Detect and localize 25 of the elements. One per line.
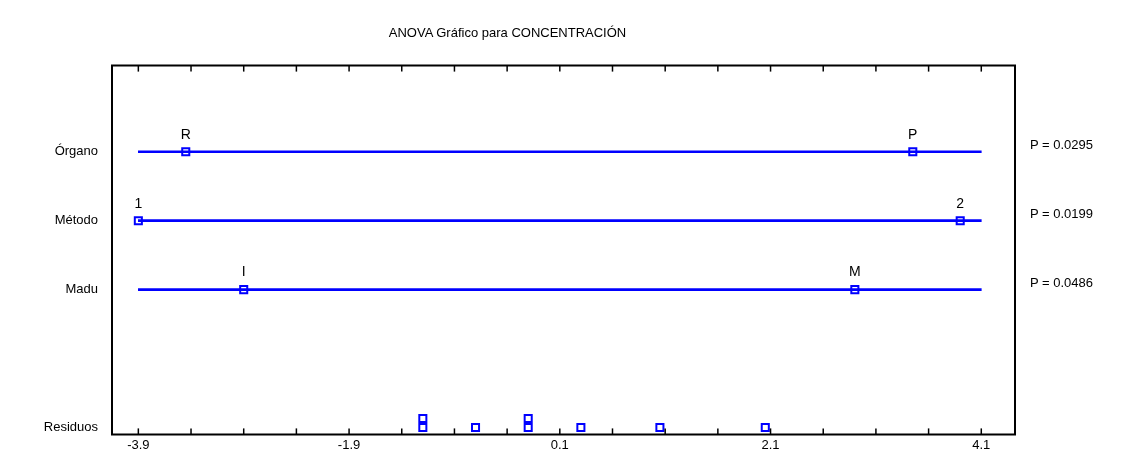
point <box>470 422 481 433</box>
annotation: P <box>908 125 918 142</box>
y-tick-label: Método <box>54 212 98 228</box>
y-tick-label: Órgano <box>54 143 98 159</box>
point <box>760 422 770 433</box>
point <box>576 422 586 433</box>
x-tick-label: -3.9 <box>127 436 150 452</box>
annotation: R <box>180 125 191 142</box>
point <box>523 422 533 433</box>
x-tick-label: 0.1 <box>550 436 569 452</box>
y-tick-label: Residuos <box>43 419 99 435</box>
chart-title: ANOVA Gráfico para CONCENTRACIÓN <box>388 25 627 41</box>
point <box>418 422 428 433</box>
annotation: 2 <box>956 194 965 211</box>
x-tick-label: -1.9 <box>337 436 361 452</box>
x-tick-label: 2.1 <box>761 436 780 452</box>
annotation: 1 <box>134 194 143 211</box>
x-tick-label: 4.1 <box>972 436 991 452</box>
annotation: I <box>241 263 246 280</box>
text: P = 0.0486 <box>1030 275 1094 291</box>
annotation: M <box>849 263 861 280</box>
text: P = 0.0295 <box>1030 137 1094 153</box>
y-tick-label: Madu <box>65 281 98 297</box>
point <box>655 422 665 433</box>
text: P = 0.0199 <box>1030 206 1094 222</box>
